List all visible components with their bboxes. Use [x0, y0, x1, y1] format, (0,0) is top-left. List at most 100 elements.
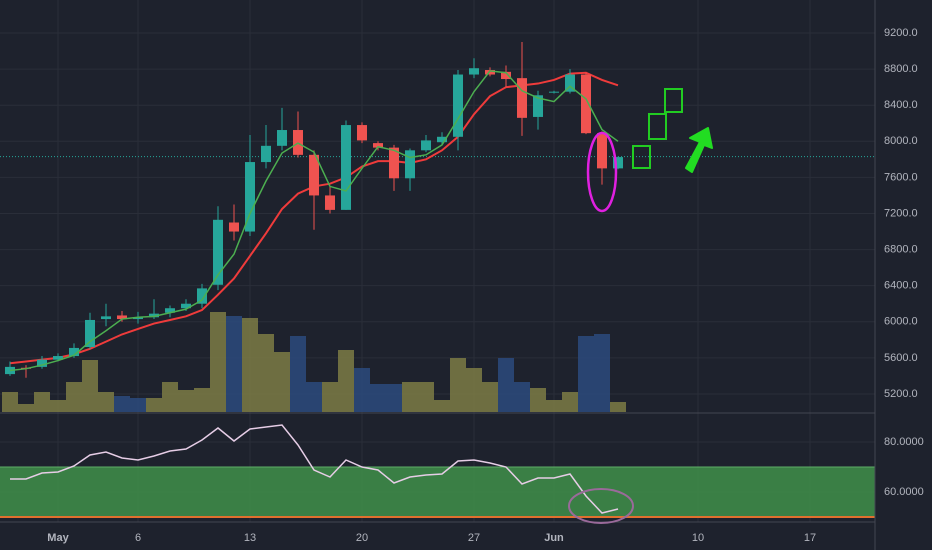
x-tick-label: 17	[804, 532, 816, 544]
candle-body	[277, 130, 287, 146]
volume-bar	[530, 388, 546, 412]
volume-bar	[418, 382, 434, 412]
volume-bar	[306, 382, 322, 412]
candle-body	[581, 74, 591, 134]
candle-body	[213, 219, 223, 285]
volume-bar	[578, 336, 594, 412]
y-tick-label: 8400.0	[884, 99, 918, 111]
highlight-ellipse	[586, 131, 618, 213]
volume-bar	[226, 316, 242, 412]
candle-body	[549, 91, 559, 93]
y-tick-label: 5200.0	[884, 388, 918, 400]
candle-body	[325, 195, 335, 210]
candle-body	[517, 78, 527, 118]
candle-body	[309, 154, 319, 196]
volume-layer	[2, 312, 626, 412]
candle-body	[149, 313, 159, 318]
candle-body	[453, 74, 463, 137]
candle-body	[565, 74, 575, 92]
volume-bar	[66, 382, 82, 412]
y-tick-label: 8800.0	[884, 63, 918, 75]
volume-bar	[402, 382, 418, 412]
volume-bar	[82, 360, 98, 412]
candle-body	[389, 147, 399, 179]
x-tick-label: 27	[468, 532, 480, 544]
volume-bar	[242, 318, 258, 412]
candle-body	[437, 136, 447, 143]
y-tick-label: 6400.0	[884, 280, 918, 292]
rsi-band	[0, 467, 875, 517]
volume-bar	[338, 350, 354, 412]
candle-body	[37, 359, 47, 367]
x-tick-label: 10	[692, 532, 704, 544]
projection-box	[632, 145, 651, 169]
y2-tick-label: 80.0000	[884, 436, 924, 448]
candle-body	[357, 125, 367, 141]
y-tick-label: 9200.0	[884, 27, 918, 39]
candle-body	[85, 319, 95, 348]
volume-bar	[18, 404, 34, 412]
candle-body	[261, 145, 271, 163]
volume-bar	[514, 382, 530, 412]
volume-bar	[546, 400, 562, 412]
volume-bar	[482, 382, 498, 412]
volume-bar	[386, 384, 402, 412]
volume-bar	[130, 398, 146, 412]
candle-body	[533, 95, 543, 117]
candle-body	[469, 68, 479, 75]
candle-body	[421, 140, 431, 151]
candle-body	[597, 133, 607, 169]
y-tick-label: 8000.0	[884, 135, 918, 147]
candle-body	[165, 308, 175, 313]
candle-body	[117, 315, 127, 320]
volume-bar	[178, 390, 194, 412]
y-tick-label: 6800.0	[884, 243, 918, 255]
volume-bar	[274, 352, 290, 412]
volume-bar	[434, 400, 450, 412]
rsi-line	[10, 424, 619, 514]
x-tick-label: May	[47, 532, 69, 544]
candle-body	[405, 150, 415, 179]
volume-bar	[194, 388, 210, 412]
candle-body	[501, 71, 511, 80]
candle-body	[245, 162, 255, 232]
volume-bar	[290, 336, 306, 412]
volume-bar	[2, 392, 18, 412]
projection-box	[648, 113, 667, 140]
rsi-layer	[0, 424, 875, 518]
candle-body	[133, 317, 143, 320]
candle-body	[101, 316, 111, 320]
volume-bar	[610, 402, 626, 412]
x-tick-label: Jun	[544, 532, 564, 544]
candle-body	[613, 157, 623, 169]
volume-bar	[594, 334, 610, 412]
volume-bar	[146, 398, 162, 412]
volume-bar	[162, 382, 178, 412]
volume-bar	[258, 334, 274, 412]
y-tick-label: 7200.0	[884, 207, 918, 219]
moving-average-fast	[9, 70, 619, 372]
candle-body	[197, 288, 207, 304]
candle-body	[69, 347, 79, 357]
x-tick-label: 13	[244, 532, 256, 544]
volume-bar	[562, 392, 578, 412]
y2-tick-label: 60.0000	[884, 486, 924, 498]
volume-bar	[450, 358, 466, 412]
candle-body	[53, 356, 63, 360]
candle-body	[229, 222, 239, 232]
volume-bar	[466, 368, 482, 412]
volume-bar	[370, 384, 386, 412]
volume-bar	[98, 392, 114, 412]
volume-bar	[210, 312, 226, 412]
y-tick-label: 6000.0	[884, 316, 918, 328]
volume-bar	[34, 392, 50, 412]
y-tick-label: 5600.0	[884, 352, 918, 364]
y-tick-label: 7600.0	[884, 171, 918, 183]
candle-body	[373, 143, 383, 148]
price-layer	[0, 42, 875, 378]
candle-body	[341, 125, 351, 210]
up-arrow	[685, 127, 713, 173]
candle-body	[485, 70, 495, 75]
